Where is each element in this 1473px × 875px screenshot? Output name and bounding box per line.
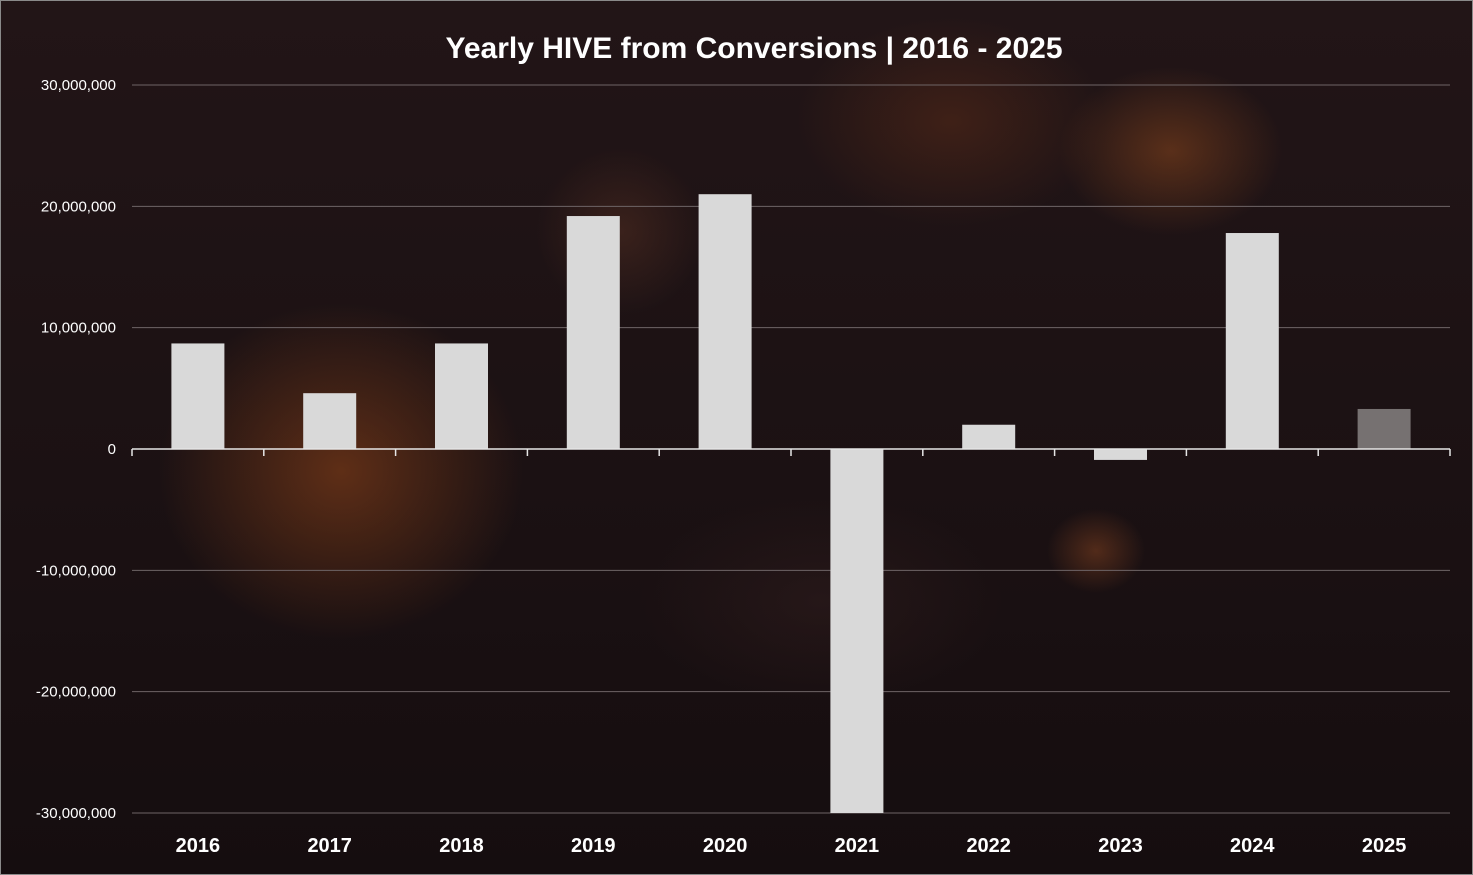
bar-2016: [171, 343, 225, 449]
chart-title: Yearly HIVE from Conversions | 2016 - 20…: [445, 32, 1062, 65]
y-tick-label: -30,000,000: [36, 805, 116, 822]
y-axis-tick-labels: 30,000,000 20,000,000 10,000,000 0 -10,000,0…: [36, 77, 116, 822]
bar-2021: [830, 449, 884, 813]
x-tick-label: 2016: [176, 835, 221, 857]
x-tick-label: 2023: [1098, 835, 1143, 857]
bar-2017: [303, 393, 357, 449]
y-tick-label: -20,000,000: [36, 684, 116, 701]
bar-2025: [1357, 408, 1411, 449]
x-tick-label: 2018: [439, 835, 484, 857]
y-tick-label: 20,000,000: [41, 198, 116, 215]
y-tick-label: 0: [108, 441, 116, 458]
x-axis-tick-labels: 2016 2017 2018 2019 2020 2021 2022 2023 2024 2025: [176, 835, 1407, 857]
y-tick-label: 30,000,000: [41, 77, 116, 94]
bar-2024: [1225, 233, 1279, 449]
bar-2018: [435, 343, 488, 449]
x-tick-label: 2019: [571, 835, 616, 857]
x-tick-label: 2021: [835, 835, 880, 857]
x-axis: [131, 448, 1451, 456]
x-tick-label: 2017: [307, 835, 352, 857]
y-tick-label: 10,000,000: [41, 320, 116, 337]
x-tick-label: 2025: [1362, 835, 1407, 857]
x-tick-label: 2024: [1230, 835, 1275, 857]
bar-2020: [698, 194, 752, 449]
bar-2019: [566, 216, 620, 449]
x-tick-label: 2020: [703, 835, 748, 857]
x-tick-label: 2022: [966, 835, 1011, 857]
bars: [171, 194, 1411, 813]
bar-2022: [962, 424, 1016, 449]
gridlines: [132, 84, 1450, 814]
bar-2023: [1094, 449, 1147, 460]
y-tick-label: -10,000,000: [36, 562, 116, 579]
